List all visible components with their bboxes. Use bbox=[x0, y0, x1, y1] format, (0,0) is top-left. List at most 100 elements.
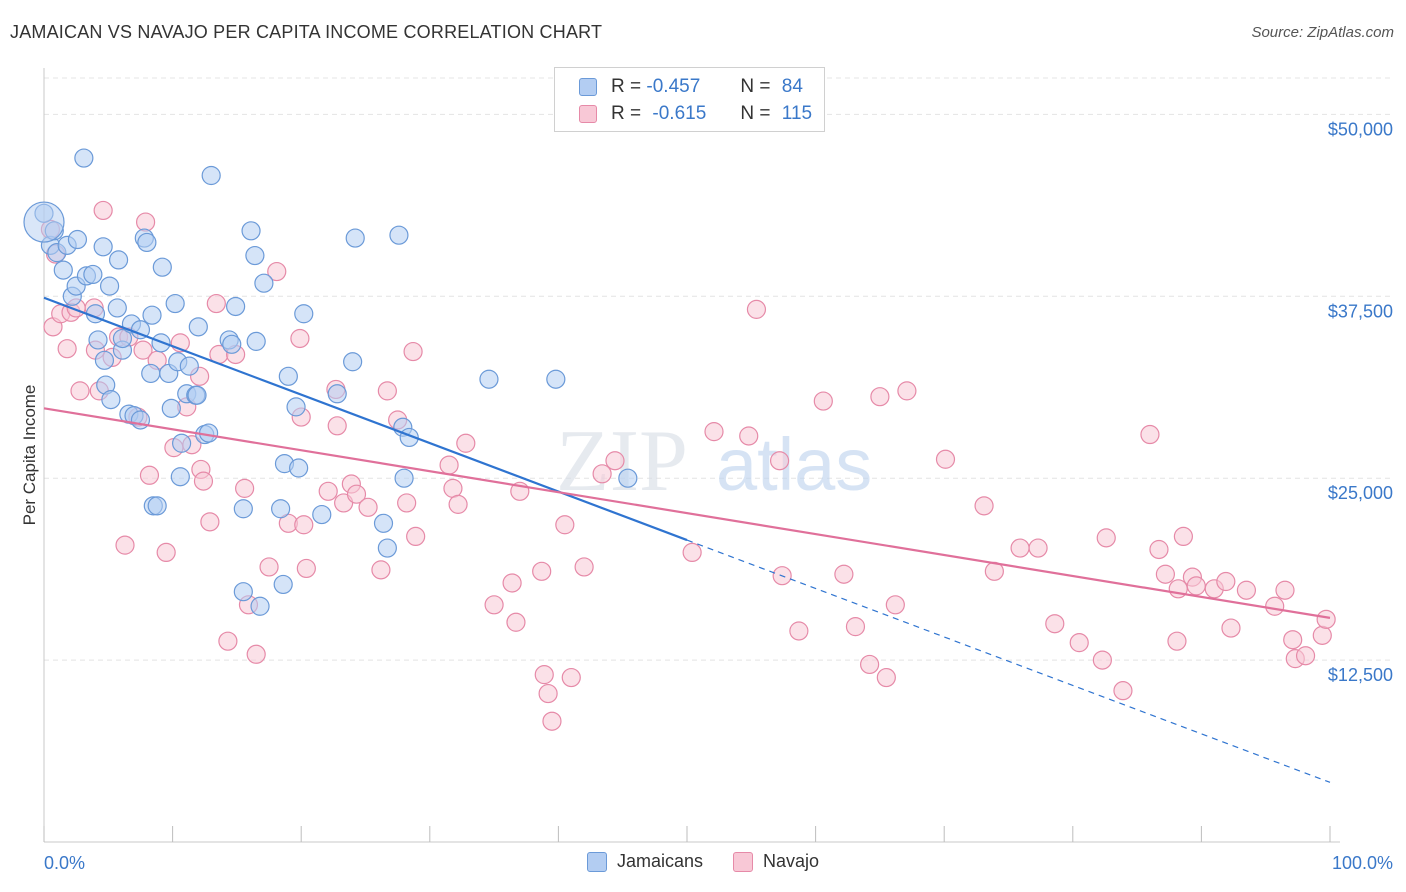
jamaicans-point bbox=[394, 468, 414, 488]
jamaicans-point bbox=[107, 298, 127, 318]
jamaicans-point bbox=[327, 384, 347, 404]
navajo-point bbox=[206, 293, 226, 314]
jamaicans-point bbox=[161, 398, 181, 418]
series-legend: Jamaicans Navajo bbox=[0, 851, 1406, 872]
navajo-point bbox=[57, 339, 77, 359]
axes bbox=[43, 68, 1340, 843]
navajo-point bbox=[327, 416, 347, 436]
navajo-point bbox=[346, 484, 367, 504]
jamaicans-point bbox=[152, 257, 172, 277]
navajo-point bbox=[1140, 424, 1160, 445]
jamaicans-point bbox=[377, 538, 397, 558]
jamaicans-point bbox=[99, 276, 120, 296]
jamaicans-point bbox=[294, 304, 314, 324]
jamaicans-point bbox=[172, 433, 192, 453]
y-tick-label: $25,000 bbox=[1328, 483, 1393, 503]
legend-row-navajo: R = -0.615 N = 115 bbox=[579, 102, 812, 126]
jamaicans-point bbox=[108, 250, 129, 270]
navajo-point bbox=[443, 478, 463, 498]
r-label: R = bbox=[611, 76, 642, 97]
navajo-point bbox=[1149, 539, 1169, 560]
navajo-point bbox=[246, 644, 266, 664]
x-tick-label: 100.0% bbox=[1332, 853, 1393, 873]
navajo-legend-swatch bbox=[733, 851, 753, 872]
navajo-point bbox=[1173, 526, 1193, 547]
jamaicans-point bbox=[112, 328, 133, 349]
navajo-point bbox=[789, 621, 809, 641]
legend-row-jamaicans: R = -0.457 N = 84 bbox=[579, 75, 803, 99]
jamaicans-point bbox=[201, 165, 221, 186]
jamaicans-point bbox=[233, 582, 253, 602]
jamaicans-point bbox=[165, 293, 185, 314]
navajo-point bbox=[484, 595, 504, 615]
jamaicans-point bbox=[233, 499, 253, 519]
jamaicans-trend-line bbox=[43, 296, 688, 542]
jamaicans-point bbox=[343, 352, 363, 372]
navajo-point bbox=[1236, 580, 1257, 600]
jamaicans-point bbox=[142, 305, 162, 325]
navajo-point bbox=[456, 433, 476, 453]
legend-label-jamaicans: Jamaicans bbox=[616, 851, 703, 871]
navajo-point bbox=[1295, 646, 1316, 666]
navajo-point bbox=[139, 465, 160, 485]
n-value: 84 bbox=[781, 76, 803, 97]
navajo-point bbox=[974, 496, 994, 516]
navajo-point bbox=[574, 557, 594, 577]
jamaicans-point bbox=[170, 467, 190, 487]
n-label: N = bbox=[740, 76, 771, 97]
jamaicans-swatch bbox=[579, 78, 597, 96]
navajo-point bbox=[682, 542, 702, 563]
navajo-point bbox=[1113, 681, 1133, 701]
jamaicans-series bbox=[23, 148, 638, 616]
jamaicans-point bbox=[345, 228, 365, 248]
navajo-point bbox=[1216, 571, 1236, 592]
jamaicans-point bbox=[273, 574, 293, 595]
y-tick-label: $12,500 bbox=[1328, 665, 1393, 685]
y-tick-label: $50,000 bbox=[1328, 119, 1393, 139]
jamaicans-point bbox=[141, 363, 161, 384]
chart-title: JAMAICAN VS NAVAJO PER CAPITA INCOME COR… bbox=[10, 22, 603, 42]
navajo-point bbox=[93, 200, 113, 221]
jamaicans-point bbox=[83, 264, 103, 285]
jamaicans-point bbox=[389, 225, 409, 245]
navajo-point bbox=[542, 711, 562, 731]
jamaicans-point bbox=[67, 229, 88, 250]
jamaicans-point bbox=[312, 504, 332, 525]
navajo-point bbox=[267, 261, 287, 282]
jamaicans-point bbox=[618, 468, 638, 488]
jamaicans-point bbox=[226, 296, 246, 317]
navajo-point bbox=[534, 665, 554, 685]
navajo-point bbox=[403, 341, 423, 362]
navajo-point bbox=[538, 683, 558, 704]
jamaicans-point bbox=[246, 331, 266, 351]
navajo-point bbox=[1275, 580, 1295, 600]
jamaicans-point bbox=[278, 366, 298, 386]
jamaicans-point bbox=[254, 273, 274, 293]
navajo-point bbox=[1028, 538, 1048, 558]
navajo-point bbox=[739, 426, 759, 446]
navajo-point bbox=[406, 526, 426, 547]
jamaicans-point bbox=[479, 369, 499, 389]
navajo-point bbox=[834, 564, 854, 584]
navajo-point bbox=[200, 512, 220, 532]
navajo-point bbox=[592, 464, 612, 484]
jamaicans-point bbox=[130, 410, 151, 430]
jamaicans-point bbox=[88, 330, 108, 350]
navajo-point bbox=[897, 381, 917, 401]
navajo-point bbox=[860, 654, 880, 675]
navajo-point bbox=[769, 451, 790, 471]
navajo-point bbox=[1155, 564, 1175, 584]
n-value: 115 bbox=[781, 103, 813, 124]
jamaicans-point bbox=[188, 317, 208, 337]
r-value: -0.457 bbox=[646, 76, 701, 97]
legend-label-navajo: Navajo bbox=[763, 851, 820, 871]
navajo-point bbox=[135, 212, 156, 232]
jamaicans-point bbox=[250, 596, 270, 616]
x-tick-label: 0.0% bbox=[44, 853, 85, 873]
navajo-point bbox=[218, 631, 238, 651]
jamaicans-point bbox=[289, 458, 309, 478]
jamaicans-trend-extension bbox=[686, 539, 1331, 783]
navajo-point bbox=[532, 561, 552, 581]
navajo-point bbox=[296, 558, 316, 579]
source-label: Source: ZipAtlas.com bbox=[1251, 24, 1394, 41]
